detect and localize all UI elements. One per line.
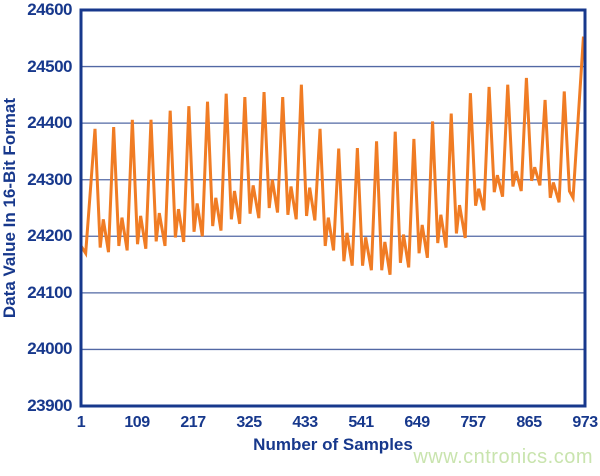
plot-border — [79, 8, 587, 408]
x-tick-label: 217 — [180, 414, 206, 431]
plot-area — [79, 8, 587, 408]
x-tick-label: 433 — [292, 414, 318, 431]
y-tick-label: 24300 — [27, 169, 72, 189]
x-axis-title: Number of Samples — [253, 435, 413, 454]
waveform-line — [81, 36, 585, 275]
x-tick-label: 1 — [76, 414, 86, 431]
y-tick-label: 24600 — [27, 0, 72, 19]
y-tick-label: 24000 — [27, 339, 72, 359]
y-tick-label: 24200 — [27, 226, 72, 246]
x-tick-label: 325 — [236, 414, 262, 431]
x-tick-label: 649 — [404, 414, 430, 431]
x-tick-label: 973 — [572, 414, 598, 431]
x-tick-label: 109 — [124, 414, 150, 431]
watermark-text: www.cntronics.com — [413, 446, 593, 468]
y-tick-label: 24400 — [27, 113, 72, 133]
y-tick-label: 24100 — [27, 282, 72, 302]
x-tick-label: 757 — [460, 414, 486, 431]
y-tick-label: 24500 — [27, 56, 72, 76]
y-tick-label: 23900 — [27, 396, 72, 415]
x-tick-label: 541 — [348, 414, 374, 431]
x-tick-label: 865 — [516, 414, 542, 431]
